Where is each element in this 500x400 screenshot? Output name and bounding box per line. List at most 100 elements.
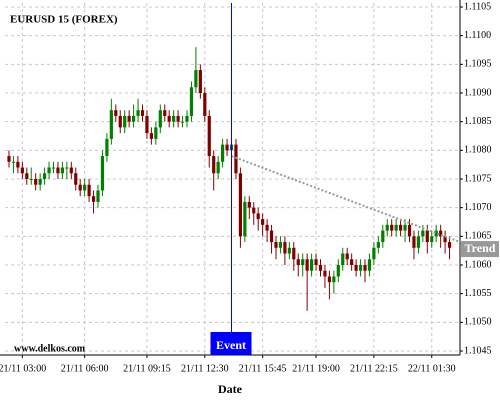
candle-body: [65, 167, 69, 169]
candle-body: [350, 259, 354, 265]
candle-body: [412, 236, 416, 248]
candle-body: [345, 253, 349, 260]
candle-body: [265, 224, 269, 231]
candle-body: [87, 184, 91, 197]
candle-body: [318, 265, 323, 271]
candle-body: [305, 259, 309, 271]
candle-body: [145, 115, 149, 134]
candle-body: [434, 230, 438, 237]
candle-body: [60, 167, 64, 174]
y-tick-label: 1.1050: [464, 317, 492, 328]
candle-body: [216, 161, 220, 174]
candle-body: [96, 190, 100, 202]
candle-body: [109, 110, 113, 139]
candle-body: [180, 121, 185, 123]
x-tick-label: 21/11 22:15: [350, 363, 398, 374]
candle-body: [274, 242, 278, 248]
candle-body: [118, 115, 122, 128]
x-axis-title: Date: [218, 382, 243, 396]
candle-body: [243, 201, 247, 237]
candle-body: [25, 173, 29, 179]
candle-body: [83, 184, 87, 191]
candle-body: [367, 259, 372, 271]
trend-line: [231, 155, 461, 244]
candle-body: [394, 224, 398, 231]
candle-body: [78, 184, 82, 191]
candle-body: [234, 144, 238, 174]
chart-title: EURUSD 15 (FOREX): [10, 14, 118, 26]
candle-body: [238, 173, 242, 237]
candle-body: [140, 110, 145, 116]
candle-body: [149, 133, 153, 139]
candle-body: [7, 156, 11, 162]
candle-body: [292, 247, 296, 260]
candle-body: [358, 265, 363, 271]
candle-body: [105, 138, 109, 157]
candle-body: [56, 167, 60, 174]
candle-body: [390, 224, 394, 231]
y-tick-label: 1.1055: [464, 288, 492, 299]
candle-body: [185, 115, 189, 122]
candle-body: [407, 224, 412, 237]
candle-body: [225, 144, 229, 151]
event-label: Event: [216, 338, 246, 352]
x-tick-label: 21/11 15:45: [239, 363, 287, 374]
y-tick-label: 1.1100: [464, 30, 491, 41]
candle-body: [354, 265, 358, 271]
candle-body: [163, 110, 167, 116]
candle-body: [425, 230, 429, 243]
candle-body: [47, 167, 51, 174]
trend-label-box: [461, 241, 499, 258]
y-tick-label: 1.1095: [464, 59, 492, 70]
watermark: www.delkos.com: [14, 343, 86, 354]
candle-body: [247, 201, 251, 208]
candle-body: [252, 207, 256, 214]
candle-body: [74, 173, 78, 185]
candle-body: [221, 144, 225, 162]
candle-body: [194, 70, 198, 88]
candle-body: [16, 161, 20, 168]
candle-body: [287, 247, 291, 254]
candle-body: [43, 173, 47, 179]
candle-body: [301, 259, 305, 265]
candle-body: [421, 230, 425, 237]
event-label-box: [210, 332, 252, 355]
candle-body: [439, 230, 443, 237]
candle-body: [399, 224, 403, 231]
y-tick-label: 1.1075: [464, 173, 492, 184]
y-tick-label: 1.1080: [464, 145, 492, 156]
candle-body: [372, 247, 376, 260]
x-tick-label: 21/11 06:00: [61, 363, 109, 374]
candle-body: [403, 224, 407, 231]
candle-body: [114, 110, 118, 116]
candle-body: [341, 253, 345, 265]
candle-body: [189, 87, 194, 116]
x-tick-label: 21/11 12:30: [181, 363, 229, 374]
candle-body: [447, 242, 452, 248]
y-tick-label: 1.1060: [464, 259, 492, 270]
candle-body: [327, 276, 331, 283]
candle-body: [261, 219, 265, 225]
candle-body: [51, 167, 56, 169]
candle-body: [256, 213, 260, 220]
candle-body: [123, 115, 127, 128]
candle-body: [38, 179, 42, 185]
candle-body: [34, 179, 38, 185]
candle-body: [269, 230, 274, 243]
candle-body: [310, 259, 314, 271]
y-tick-label: 1.1070: [464, 202, 492, 213]
trend-label: Trend: [465, 241, 496, 255]
candle-body: [127, 115, 131, 122]
x-tick-label: 21/11 03:00: [0, 363, 46, 374]
candle-body: [132, 115, 136, 122]
candle-body: [167, 115, 171, 122]
candle-body: [136, 110, 140, 116]
x-tick-label: 22/11 01:30: [408, 363, 456, 374]
y-tick-label: 1.1105: [464, 1, 491, 12]
candle-body: [100, 156, 105, 191]
candle-body: [154, 127, 158, 139]
candle-body: [11, 161, 16, 163]
candle-body: [91, 196, 96, 202]
candle-body: [416, 236, 420, 248]
